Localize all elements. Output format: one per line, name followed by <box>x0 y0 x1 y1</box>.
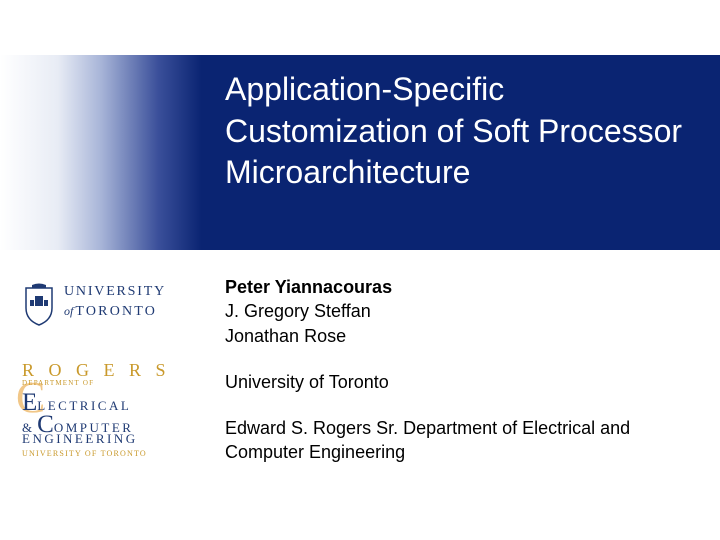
rogers-uoft-label: UNIVERSITY OF TORONTO <box>22 449 207 458</box>
content-block: Peter Yiannacouras J. Gregory Steffan Jo… <box>225 275 705 465</box>
title-band: Application-Specific Customization of So… <box>0 55 720 250</box>
rogers-top-label: R O G E R S <box>22 360 207 381</box>
rogers-logo: C R O G E R S DEPARTMENT OF ELECTRICAL &… <box>22 360 207 470</box>
uoft-crest-icon <box>22 282 56 326</box>
uoft-university-label: UNIVERSITY <box>64 284 166 300</box>
uoft-of-label: of <box>64 304 73 318</box>
author-third: Jonathan Rose <box>225 324 705 348</box>
affiliation: University of Toronto <box>225 370 705 394</box>
uoft-line2: ofTORONTO <box>64 302 166 320</box>
rogers-computer-rest: OMPUTER <box>54 420 134 436</box>
rogers-computer-line: &COMPUTER <box>22 411 207 431</box>
rogers-block: R O G E R S DEPARTMENT OF ELECTRICAL &CO… <box>22 360 207 458</box>
slide-title: Application-Specific Customization of So… <box>225 69 695 194</box>
department: Edward S. Rogers Sr. Department of Elect… <box>225 416 705 465</box>
rogers-amp: & <box>22 420 33 436</box>
rogers-c-cap: C <box>37 411 54 439</box>
author-lead: Peter Yiannacouras <box>225 275 705 299</box>
spacer <box>225 394 705 416</box>
rogers-electrical-line: ELECTRICAL <box>22 389 207 409</box>
uoft-toronto-label: TORONTO <box>75 304 157 319</box>
uoft-text: UNIVERSITY ofTORONTO <box>64 284 166 320</box>
author-second: J. Gregory Steffan <box>225 299 705 323</box>
uoft-logo: UNIVERSITY ofTORONTO <box>22 280 202 338</box>
spacer <box>225 348 705 370</box>
